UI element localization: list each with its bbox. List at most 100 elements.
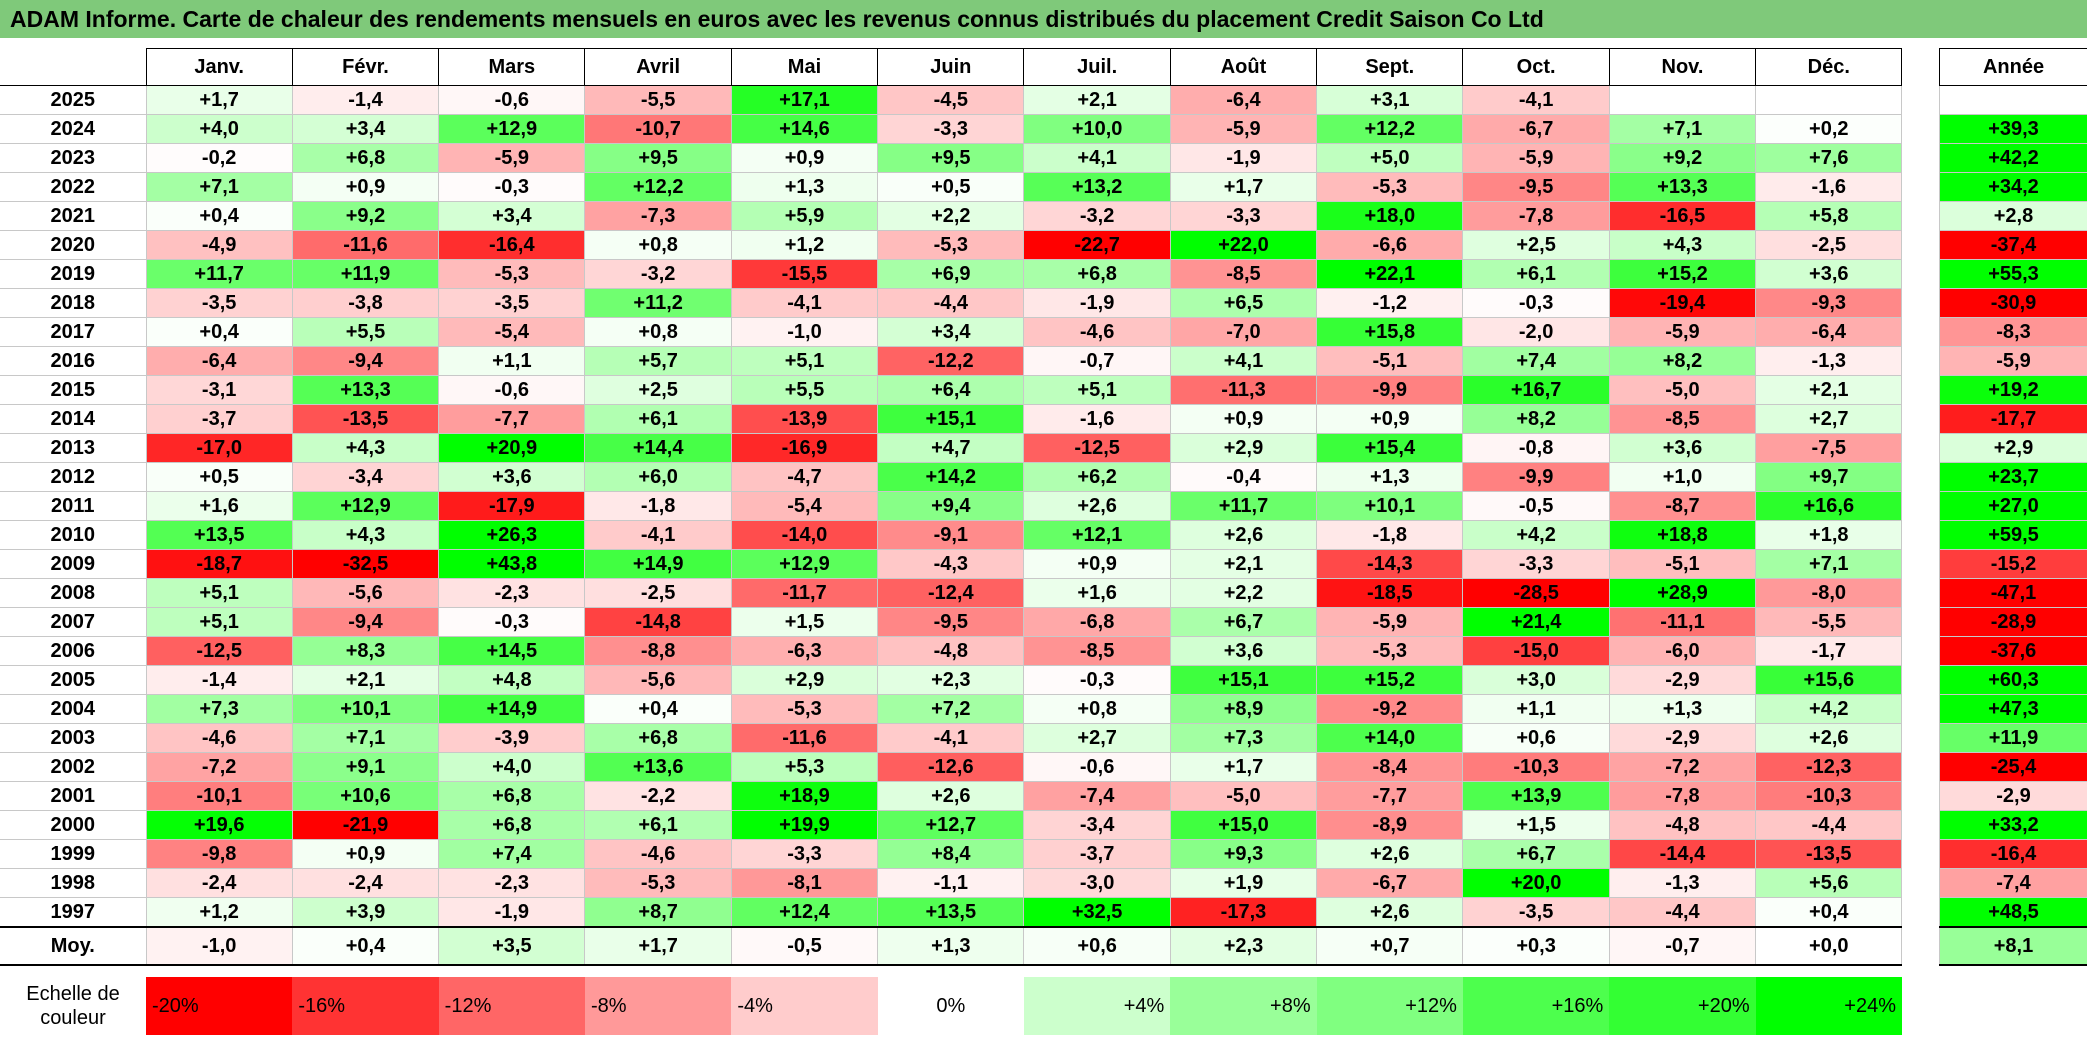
heatmap-cell: -1,6 — [1023, 404, 1171, 434]
year-label: 2025 — [0, 85, 147, 115]
year-label: 2017 — [0, 317, 147, 347]
heatmap-cell: -9,2 — [1316, 694, 1464, 724]
heatmap-cell: -11,6 — [291, 230, 440, 260]
annual-cell: -2,9 — [1939, 781, 2087, 811]
heatmap-cell: +2,3 — [1169, 926, 1318, 966]
heatmap-cell: +14,9 — [438, 694, 586, 724]
heatmap-cell: -8,7 — [1608, 491, 1757, 521]
heatmap-cell: -3,4 — [1023, 810, 1171, 840]
year-row: 2015 -3,1 +13,3 -0,6 +2,5 +5,5 +6,4 +5,1 -11,3 -9… — [0, 375, 1903, 405]
heatmap-cell: +0,4 — [291, 926, 440, 966]
heatmap-cell: +19,6 — [145, 810, 293, 840]
heatmap-cell: -3,2 — [584, 259, 732, 289]
heatmap-cell: -0,3 — [1462, 288, 1610, 318]
heatmap-cell: +9,5 — [584, 143, 732, 173]
heatmap-cell: +1,9 — [1169, 868, 1318, 898]
annual-row: +33,2 — [1939, 810, 2087, 840]
heatmap-cell: -4,6 — [584, 839, 732, 869]
annual-row: +23,7 — [1939, 462, 2087, 492]
heatmap-cell: +12,9 — [438, 114, 586, 144]
heatmap-cell: +5,5 — [730, 375, 879, 405]
heatmap-cell: -2,2 — [584, 781, 732, 811]
heatmap-cell: +2,6 — [1755, 723, 1903, 753]
heatmap-cell: +2,6 — [877, 781, 1025, 811]
annual-row: +48,5 — [1939, 897, 2087, 928]
heatmap-cell: -3,7 — [1023, 839, 1171, 869]
heatmap-cell: +7,4 — [438, 839, 586, 869]
heatmap-cell: +13,6 — [584, 752, 732, 782]
heatmap-cell: +12,2 — [584, 172, 732, 202]
heatmap-cell: -13,5 — [291, 404, 440, 434]
heatmap-cell: -3,5 — [438, 288, 586, 318]
heatmap-cell: -3,8 — [291, 288, 440, 318]
annual-cell: +19,2 — [1939, 375, 2087, 405]
heatmap-cell: -4,4 — [877, 288, 1025, 318]
heatmap-cell: +9,5 — [877, 143, 1025, 173]
average-row: Moy. -1,0 +0,4 +3,5 +1,7 -0,5 +1,3 +0,6 +2,3 +0,7… — [0, 926, 1903, 966]
annual-cell: +34,2 — [1939, 172, 2087, 202]
heatmap-cell: -2,3 — [438, 578, 586, 608]
heatmap-cell: -7,3 — [584, 201, 732, 231]
heatmap-cell: +5,1 — [730, 346, 879, 376]
heatmap-cell: +2,5 — [584, 375, 732, 405]
heatmap-cell: +1,7 — [145, 85, 293, 115]
annual-row: -25,4 — [1939, 752, 2087, 782]
heatmap-cell: +7,1 — [1608, 114, 1757, 144]
heatmap-cell: -5,3 — [877, 230, 1025, 260]
heatmap-cell: +5,1 — [145, 607, 293, 637]
year-row: 2003 -4,6 +7,1 -3,9 +6,8 -11,6 -4,1 +2,7 +7,3 +14… — [0, 723, 1903, 753]
heatmap-cell: -6,4 — [1169, 85, 1318, 115]
heatmap-cell: +1,6 — [1023, 578, 1171, 608]
month-header-8: Sept. — [1316, 48, 1464, 86]
month-header-10: Nov. — [1608, 48, 1757, 86]
heatmap-cell: +15,8 — [1316, 317, 1464, 347]
heatmap-cell: +13,9 — [1462, 781, 1610, 811]
heatmap-cell: +10,1 — [1316, 491, 1464, 521]
heatmap-cell: +1,2 — [145, 897, 293, 928]
heatmap-cell: -1,4 — [291, 85, 440, 115]
heatmap-cell: -9,9 — [1316, 375, 1464, 405]
heatmap-cell: +13,5 — [145, 520, 293, 550]
month-header-11: Déc. — [1755, 48, 1903, 86]
annual-row: -28,9 — [1939, 607, 2087, 637]
year-row: 2011 +1,6 +12,9 -17,9 -1,8 -5,4 +9,4 +2,6 +11,7 +… — [0, 491, 1903, 521]
heatmap-cell: -0,3 — [438, 607, 586, 637]
year-row: 2023 -0,2 +6,8 -5,9 +9,5 +0,9 +9,5 +4,1 -1,9 +5,0… — [0, 143, 1903, 173]
heatmap-cell: -0,6 — [438, 85, 586, 115]
heatmap-cell: -9,9 — [1462, 462, 1610, 492]
heatmap-cell: +1,3 — [1608, 694, 1757, 724]
heatmap-cell: +1,8 — [1755, 520, 1903, 550]
heatmap-cell: -8,5 — [1169, 259, 1318, 289]
year-row: 2007 +5,1 -9,4 -0,3 -14,8 +1,5 -9,5 -6,8 +6,7 -5,… — [0, 607, 1903, 637]
annual-cell: +2,8 — [1939, 201, 2087, 231]
heatmap-cell: -4,9 — [145, 230, 293, 260]
annual-row: -8,3 — [1939, 317, 2087, 347]
heatmap-cell: +2,7 — [1023, 723, 1171, 753]
heatmap-body: 2025 +1,7 -1,4 -0,6 -5,5 +17,1 -4,5 +2,1 -6,4 +3,… — [0, 85, 1903, 966]
heatmap-cell: +0,9 — [291, 839, 440, 869]
heatmap-cell: -15,5 — [730, 259, 879, 289]
heatmap-cell: +5,8 — [1755, 201, 1903, 231]
heatmap-cell: +43,8 — [438, 549, 586, 579]
heatmap-cell: -1,8 — [584, 491, 732, 521]
month-header-7: Août — [1169, 48, 1318, 86]
heatmap-cell: +1,7 — [1169, 172, 1318, 202]
heatmap-cell: -5,3 — [1316, 636, 1464, 666]
annual-cell: +55,3 — [1939, 259, 2087, 289]
heatmap-cell: +18,9 — [730, 781, 879, 811]
heatmap-cell: +9,2 — [1608, 143, 1757, 173]
heatmap-cell: +10,6 — [291, 781, 440, 811]
heatmap-cell: -8,9 — [1316, 810, 1464, 840]
heatmap-cell: +12,9 — [291, 491, 440, 521]
heatmap-cell: -12,5 — [1023, 433, 1171, 463]
year-label: 2022 — [0, 172, 147, 202]
heatmap-cell: +2,2 — [1169, 578, 1318, 608]
heatmap-cell: -4,6 — [1023, 317, 1171, 347]
color-scale-label: Echelle de couleur — [26, 983, 120, 1029]
heatmap-cell: -12,3 — [1755, 752, 1903, 782]
heatmap-cell: +19,9 — [730, 810, 879, 840]
heatmap-cell: -6,4 — [1755, 317, 1903, 347]
heatmap-cell: -14,8 — [584, 607, 732, 637]
heatmap-cell: -17,3 — [1169, 897, 1318, 928]
heatmap-cell: +0,4 — [145, 317, 293, 347]
